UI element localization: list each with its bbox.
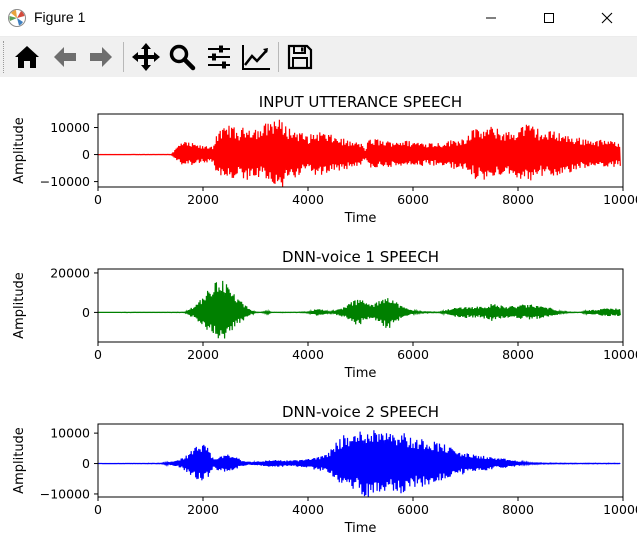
zoom-icon [169, 44, 196, 71]
window-titlebar: Figure 1 [0, 0, 637, 37]
home-icon [15, 46, 39, 68]
x-tick-label: 8000 [502, 192, 534, 207]
y-tick-label: 0 [82, 456, 90, 471]
window-title: Figure 1 [34, 9, 86, 25]
y-tick-label: 10000 [50, 426, 90, 441]
minimize-icon [486, 17, 496, 19]
configure-subplots-icon [208, 45, 230, 69]
pan-button[interactable] [129, 39, 163, 75]
navigation-toolbar [0, 37, 637, 77]
x-axis-label: Time [344, 521, 377, 536]
minimize-button[interactable] [462, 0, 520, 36]
waveform-line [98, 430, 621, 497]
y-tick-label: 10000 [50, 120, 90, 135]
axes-frame [97, 268, 624, 343]
x-tick-label: 0 [94, 192, 102, 207]
forward-button[interactable] [84, 39, 118, 75]
subplot-3: 0 2000 4000 6000 8000 10000 −10000 0 10000 DNN-vo… [12, 403, 637, 536]
save-icon [287, 44, 313, 70]
y-tick-label: 20000 [50, 265, 90, 280]
y-tick-label: −10000 [40, 174, 90, 189]
toolbar-separator [123, 42, 124, 72]
x-tick-label: 6000 [397, 502, 429, 517]
x-axis-label: Time [344, 211, 377, 226]
forward-arrow-icon [90, 47, 112, 67]
x-tick-label: 4000 [292, 192, 324, 207]
edit-axis-icon [242, 45, 270, 70]
back-arrow-icon [54, 47, 76, 67]
axes-frame [97, 113, 624, 188]
subplot-title: INPUT UTTERANCE SPEECH [259, 93, 462, 111]
save-button[interactable] [283, 39, 317, 75]
x-tick-label: 6000 [397, 192, 429, 207]
x-tick-label: 0 [94, 502, 102, 517]
x-axis-label: Time [344, 366, 377, 381]
maximize-button[interactable] [520, 0, 578, 36]
subplot-1: 0 2000 4000 6000 8000 10000 −10000 0 10000 INPUT … [12, 93, 637, 226]
matplotlib-app-icon [8, 9, 26, 27]
x-tick-label: 10000 [603, 347, 637, 362]
y-axis-label: Amplitude [12, 427, 27, 494]
back-button[interactable] [48, 39, 82, 75]
x-tick-label: 4000 [292, 502, 324, 517]
subplot-title: DNN-voice 1 SPEECH [282, 248, 439, 266]
x-tick-label: 2000 [187, 347, 219, 362]
y-tick-label: −10000 [40, 486, 90, 501]
subplot-title: DNN-voice 2 SPEECH [282, 403, 439, 421]
waveform-line [98, 119, 621, 187]
configure-subplots-button[interactable] [202, 39, 236, 75]
y-tick-label: 0 [82, 305, 90, 320]
toolbar-grip [3, 41, 7, 73]
y-axis-label: Amplitude [12, 117, 27, 184]
zoom-button[interactable] [165, 39, 199, 75]
y-axis-label: Amplitude [12, 272, 27, 339]
x-tick-label: 2000 [187, 192, 219, 207]
x-tick-label: 2000 [187, 502, 219, 517]
x-tick-label: 10000 [603, 502, 637, 517]
waveform-line [98, 280, 621, 339]
figure-canvas[interactable]: 0 2000 4000 6000 8000 10000 −10000 0 10000 INPUT … [0, 77, 637, 552]
x-tick-label: 0 [94, 347, 102, 362]
close-icon [601, 12, 613, 24]
x-tick-label: 4000 [292, 347, 324, 362]
x-tick-label: 8000 [502, 502, 534, 517]
home-button[interactable] [10, 39, 44, 75]
x-tick-label: 6000 [397, 347, 429, 362]
x-tick-label: 8000 [502, 347, 534, 362]
maximize-icon [544, 13, 554, 23]
subplot-2: 0 2000 4000 6000 8000 10000 0 20000 DNN-voice 1 … [12, 248, 637, 381]
y-tick-label: 0 [82, 147, 90, 162]
edit-axis-button[interactable] [239, 39, 273, 75]
toolbar-separator [278, 42, 279, 72]
pan-icon [132, 43, 160, 71]
close-button[interactable] [578, 0, 636, 36]
x-tick-label: 10000 [603, 192, 637, 207]
axes-frame [97, 423, 624, 498]
